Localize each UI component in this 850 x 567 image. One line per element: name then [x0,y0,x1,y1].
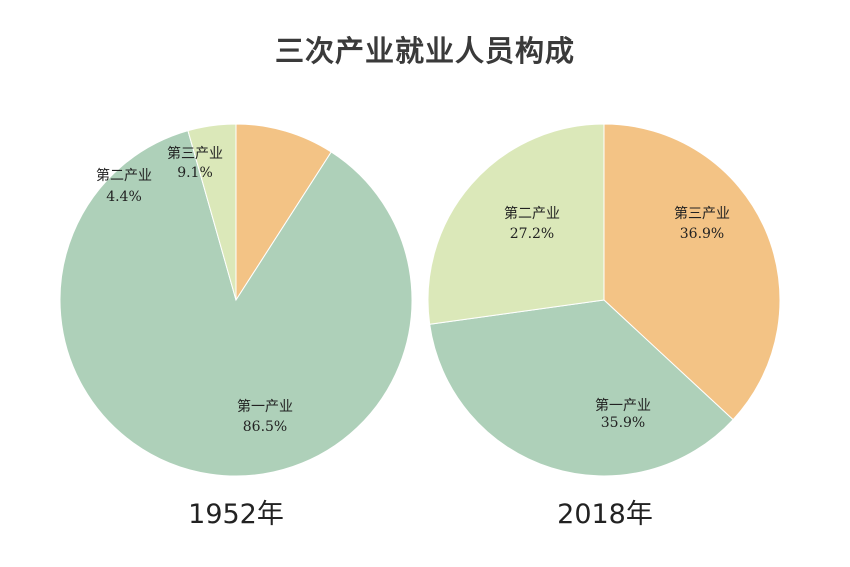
pie-2018-slice-1-value: 35.9% [601,415,645,431]
pie-2018-slice-2 [427,123,605,325]
pie-2018-slice-2-value: 27.2% [510,226,554,242]
pie-2018-year-label: 2018年 [557,499,653,530]
pie-1952-slice-1-value: 86.5% [243,419,287,435]
pie-2018-slice-3 [603,123,781,421]
pie-1952-slice-3-value: 9.1% [177,165,213,181]
pie-1952-slice-2 [187,123,237,301]
pie-1952-slice-1-name: 第一产业 [237,398,293,415]
pie-1952-slice-1 [59,130,413,477]
pie-2018-slice-3-value: 36.9% [680,226,724,242]
pie-1952-slice-2-name: 第二产业 [96,167,152,184]
pie-2018-slice-1 [429,299,734,477]
pie-2018-slice-2-name: 第二产业 [504,205,560,222]
pie-1952-year-label: 1952年 [188,499,284,530]
pie-1952-slice-2-value: 4.4% [106,189,142,205]
chart-title: 三次产业就业人员构成 [274,34,575,68]
pie-1952: 第一产业 86.5% 第二产业 4.4% 第三产业 9.1% [59,123,413,477]
pie-2018-slice-3-name: 第三产业 [674,205,730,222]
pie-2018-slice-1-name: 第一产业 [595,397,651,414]
pie-1952-slice-3-name: 第三产业 [167,145,223,162]
pie-1952-slice-3 [235,123,332,302]
